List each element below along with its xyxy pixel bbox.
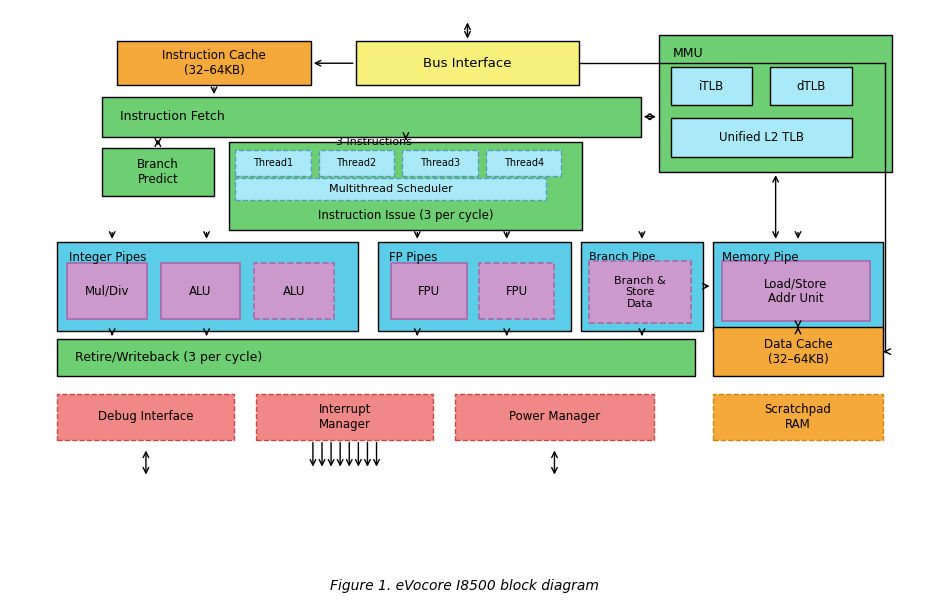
- FancyBboxPatch shape: [102, 148, 213, 196]
- FancyBboxPatch shape: [318, 150, 394, 176]
- FancyBboxPatch shape: [670, 118, 851, 158]
- Text: Scratchpad
RAM: Scratchpad RAM: [764, 403, 831, 431]
- FancyBboxPatch shape: [235, 150, 311, 176]
- Text: Instruction Cache
(32–64KB): Instruction Cache (32–64KB): [162, 49, 265, 77]
- FancyBboxPatch shape: [102, 97, 640, 136]
- FancyBboxPatch shape: [235, 178, 545, 200]
- Text: Thread1: Thread1: [252, 158, 293, 168]
- FancyBboxPatch shape: [254, 263, 333, 319]
- FancyBboxPatch shape: [58, 241, 357, 331]
- FancyBboxPatch shape: [391, 263, 467, 319]
- Text: Mul/Div: Mul/Div: [84, 285, 129, 298]
- FancyBboxPatch shape: [256, 394, 432, 440]
- Text: Load/Store
Addr Unit: Load/Store Addr Unit: [764, 277, 827, 305]
- FancyBboxPatch shape: [712, 241, 883, 331]
- FancyBboxPatch shape: [355, 42, 579, 85]
- Text: FP Pipes: FP Pipes: [389, 251, 437, 264]
- Text: ALU: ALU: [189, 285, 212, 298]
- Text: Thread3: Thread3: [419, 158, 459, 168]
- FancyBboxPatch shape: [68, 263, 147, 319]
- FancyBboxPatch shape: [769, 67, 851, 105]
- FancyBboxPatch shape: [58, 394, 234, 440]
- FancyBboxPatch shape: [588, 262, 690, 323]
- Text: Thread4: Thread4: [503, 158, 543, 168]
- Text: Multithread Scheduler: Multithread Scheduler: [329, 184, 452, 194]
- Text: Memory Pipe: Memory Pipe: [722, 251, 798, 264]
- Text: Branch &
Store
Data: Branch & Store Data: [613, 276, 665, 309]
- Text: Branch Pipe: Branch Pipe: [588, 252, 655, 263]
- Text: Bus Interface: Bus Interface: [423, 57, 511, 70]
- FancyBboxPatch shape: [455, 394, 653, 440]
- FancyBboxPatch shape: [712, 394, 883, 440]
- Text: Interrupt
Manager: Interrupt Manager: [318, 403, 370, 431]
- Text: ALU: ALU: [282, 285, 305, 298]
- FancyBboxPatch shape: [485, 150, 561, 176]
- Text: 3 Instructions: 3 Instructions: [335, 137, 411, 147]
- Text: Data Cache
(32–64KB): Data Cache (32–64KB): [763, 337, 831, 365]
- FancyBboxPatch shape: [117, 42, 311, 85]
- Text: Power Manager: Power Manager: [509, 411, 599, 423]
- FancyBboxPatch shape: [377, 241, 571, 331]
- FancyBboxPatch shape: [229, 142, 582, 230]
- Text: Integer Pipes: Integer Pipes: [70, 251, 147, 264]
- FancyBboxPatch shape: [58, 338, 694, 376]
- Text: Instruction Issue (3 per cycle): Instruction Issue (3 per cycle): [317, 210, 493, 222]
- Text: Thread2: Thread2: [336, 158, 377, 168]
- Text: Figure 1. eVocore I8500 block diagram: Figure 1. eVocore I8500 block diagram: [329, 579, 598, 593]
- FancyBboxPatch shape: [722, 262, 869, 321]
- Text: Unified L2 TLB: Unified L2 TLB: [718, 131, 803, 144]
- Text: FPU: FPU: [418, 285, 440, 298]
- Text: Debug Interface: Debug Interface: [98, 411, 193, 423]
- Text: iTLB: iTLB: [698, 79, 723, 92]
- FancyBboxPatch shape: [402, 150, 477, 176]
- Text: Branch
Predict: Branch Predict: [136, 158, 178, 186]
- Text: Instruction Fetch: Instruction Fetch: [120, 110, 225, 123]
- Text: dTLB: dTLB: [795, 79, 825, 92]
- FancyBboxPatch shape: [712, 327, 883, 376]
- Text: MMU: MMU: [672, 47, 702, 60]
- FancyBboxPatch shape: [670, 67, 752, 105]
- FancyBboxPatch shape: [161, 263, 240, 319]
- Text: FPU: FPU: [505, 285, 527, 298]
- FancyBboxPatch shape: [581, 241, 702, 331]
- Text: Retire/Writeback (3 per cycle): Retire/Writeback (3 per cycle): [75, 351, 263, 364]
- FancyBboxPatch shape: [658, 35, 892, 172]
- FancyBboxPatch shape: [479, 263, 554, 319]
